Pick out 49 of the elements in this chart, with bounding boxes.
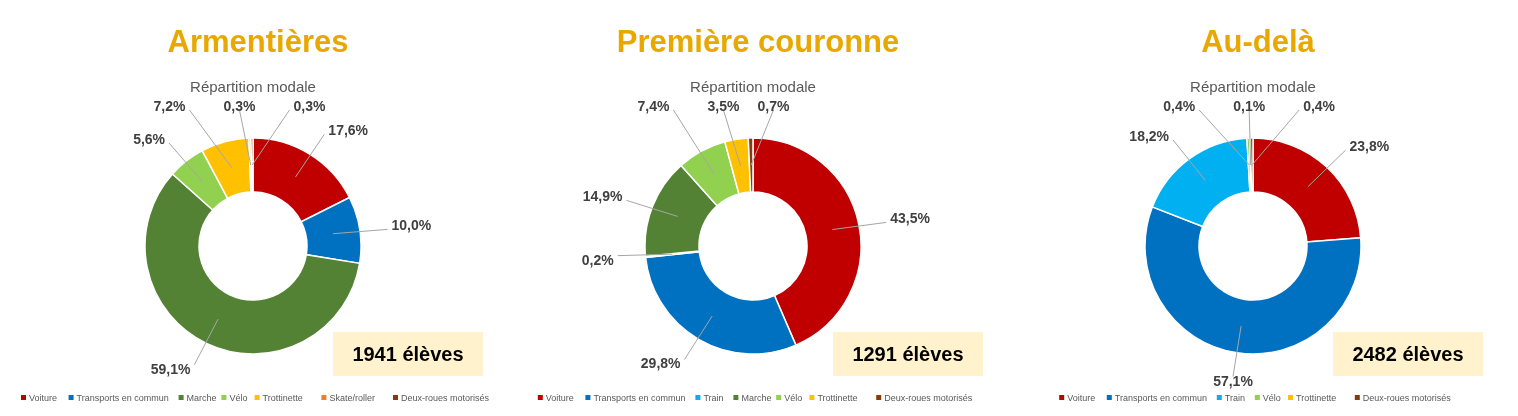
data-label: 3,5% (707, 98, 740, 115)
text: 1941 élèves (352, 343, 464, 365)
legend-label: Transports en commun (76, 392, 169, 403)
legend-label: Trottinette (1296, 392, 1337, 403)
legend-label: Marche (186, 392, 217, 403)
legend-label: Trottinette (817, 392, 858, 403)
legend-label: Train (703, 392, 724, 403)
data-label: 18,2% (1129, 127, 1170, 144)
legend-label: Trottinette (262, 392, 303, 403)
data-label: 7,4% (637, 98, 670, 115)
data-label: 0,2% (581, 251, 615, 268)
data-label: 17,6% (328, 122, 369, 139)
data-label: 57,1% (1213, 372, 1254, 389)
chart-subtitle: Répartition modale (690, 78, 816, 95)
data-label: 29,8% (640, 355, 682, 372)
legend-label: Deux-roues motorisés (1362, 392, 1452, 403)
data-label: 14,9% (582, 188, 623, 205)
text: 1291 élèves (852, 343, 964, 365)
legend-label: Marche (741, 392, 772, 403)
data-label: 43,5% (890, 210, 931, 227)
data-label: 0,4% (1163, 98, 1196, 115)
data-label: 0,4% (1303, 98, 1336, 115)
chart-title: Première couronne (616, 24, 900, 59)
legend-label: Transports en commun (593, 392, 686, 403)
text: 2482 élèves (1352, 343, 1464, 365)
legend-label: Deux-roues motorisés (401, 392, 490, 403)
legend-label: Deux-roues motorisés (884, 392, 973, 403)
data-label: 0,7% (757, 98, 790, 115)
data-label: 5,6% (133, 131, 166, 148)
data-label: 0,3% (223, 98, 256, 115)
data-label: 10,0% (391, 217, 432, 234)
chart-title: Armentières (167, 24, 349, 59)
chart-subtitle: Répartition modale (1190, 78, 1316, 95)
legend-label: Transports en commun (1114, 392, 1207, 403)
data-label: 0,3% (293, 98, 326, 115)
legend-label: Train (1224, 392, 1245, 403)
chart-title: Au-delà (1201, 24, 1316, 59)
legend-label: Vélo (229, 392, 248, 403)
data-label: 59,1% (150, 360, 191, 377)
legend-label: Voiture (29, 392, 58, 403)
legend-label: Skate/roller (329, 392, 375, 403)
legend-label: Voiture (1067, 392, 1096, 403)
legend-label: Voiture (545, 392, 574, 403)
data-label: 7,2% (153, 98, 187, 115)
legend-label: Vélo (784, 392, 803, 403)
legend-label: Vélo (1262, 392, 1281, 403)
chart-subtitle: Répartition modale (190, 78, 316, 95)
data-label: 23,8% (1349, 138, 1390, 155)
data-label: 0,1% (1233, 98, 1266, 115)
